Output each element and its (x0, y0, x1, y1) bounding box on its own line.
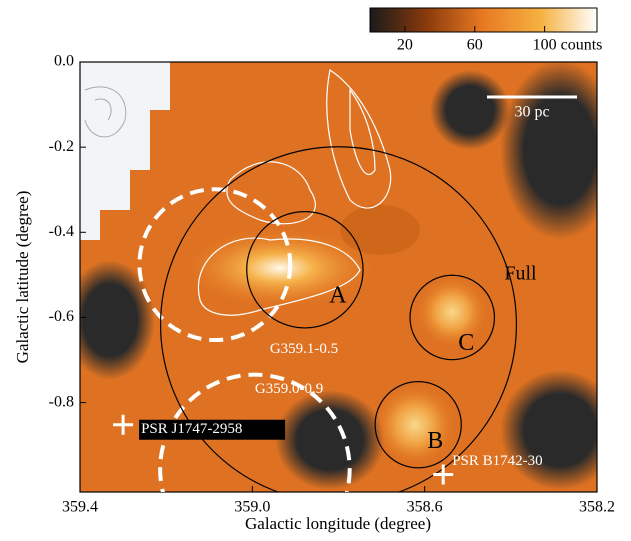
x-tick-label: 359.4 (62, 499, 98, 516)
region-label: B (427, 428, 443, 454)
y-tick-label: -0.4 (49, 223, 74, 240)
x-tick-label: 358.6 (407, 499, 443, 516)
y-tick-label: 0.0 (54, 53, 74, 70)
region-label: A (329, 282, 347, 308)
colorbar (370, 8, 597, 32)
x-axis-label: Galactic longitude (degree) (245, 514, 431, 533)
pulsar-label: PSR B1742-30 (452, 453, 542, 469)
y-tick-label: -0.8 (49, 393, 74, 410)
scale-bar-label: 30 pc (514, 104, 549, 121)
y-axis-label: Galactic latitude (degree) (13, 191, 32, 364)
x-tick-label: 359.0 (234, 499, 270, 516)
chart: 30 pc Galactic longitude (degree) Galact… (0, 0, 631, 541)
region-label: C (458, 330, 474, 356)
y-tick-label: -0.2 (49, 138, 74, 155)
colorbar-tick-label: 60 (467, 37, 483, 54)
x-tick-label: 358.2 (579, 499, 615, 516)
y-tick-label: -0.6 (49, 308, 74, 325)
colorbar-tick-label: 20 (397, 37, 413, 54)
snr-label: G359.0-0.9 (255, 381, 323, 397)
region-label: Full (504, 262, 537, 284)
pulsar-label: PSR J1747-2958 (141, 421, 242, 437)
colorbar-tick-label: 100 counts (533, 37, 603, 54)
snr-label: G359.1-0.5 (270, 341, 338, 357)
